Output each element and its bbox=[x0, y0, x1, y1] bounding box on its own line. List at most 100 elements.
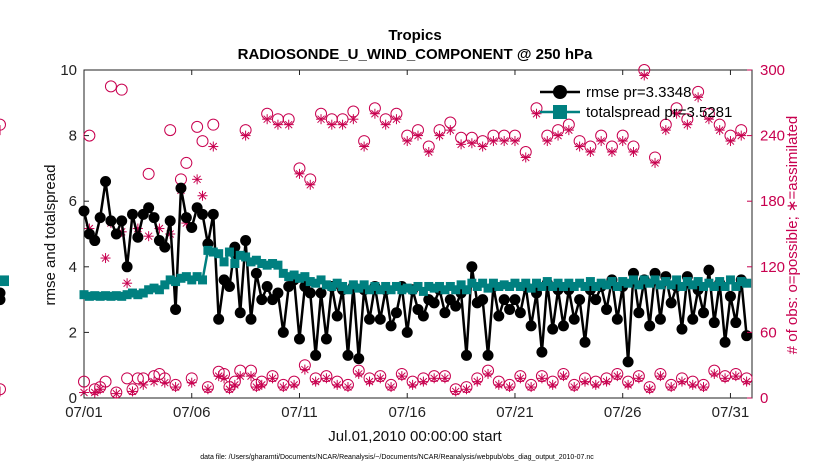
rmse-point bbox=[272, 287, 284, 299]
totalspread-point bbox=[472, 281, 482, 291]
rmse-point bbox=[574, 294, 586, 306]
obs-assimilated-marker bbox=[703, 114, 714, 125]
rmse-point bbox=[557, 320, 569, 332]
totalspread-point bbox=[284, 272, 294, 282]
obs-assimilated-marker bbox=[283, 119, 294, 130]
rmse-point bbox=[320, 333, 332, 345]
y-tick-label: 10 bbox=[60, 62, 77, 79]
obs-assimilated-marker bbox=[499, 136, 510, 147]
rmse-point bbox=[126, 208, 138, 220]
totalspread-point bbox=[602, 280, 612, 290]
obs-assimilated-marker bbox=[526, 382, 537, 393]
obs-assimilated-marker bbox=[687, 379, 698, 390]
totalspread-point bbox=[187, 275, 197, 285]
chart-subtitle: RADIOSONDE_U_WIND_COMPONENT @ 250 hPa bbox=[238, 46, 593, 63]
y2-tick-label: 300 bbox=[760, 62, 785, 79]
totalspread-point bbox=[203, 245, 213, 255]
totalspread-point bbox=[294, 273, 304, 283]
y2-axis-label: # of obs: o=possible; ∗=assimilated bbox=[784, 116, 801, 355]
rmse-point bbox=[175, 182, 187, 194]
rmse-point bbox=[293, 333, 305, 345]
rmse-point bbox=[547, 323, 559, 335]
totalspread-point bbox=[607, 277, 617, 287]
obs-assimilated-marker bbox=[644, 384, 655, 395]
totalspread-point bbox=[542, 277, 552, 287]
legend: rmse pr=3.3348 totalspread pr=3.5281 bbox=[540, 84, 732, 121]
totalspread-point bbox=[558, 281, 568, 291]
obs-assimilated-marker bbox=[693, 92, 704, 103]
totalspread-point bbox=[386, 285, 396, 295]
rmse-point bbox=[698, 307, 710, 319]
rmse-point bbox=[401, 326, 413, 338]
totalspread-point bbox=[111, 291, 121, 301]
rmse-point bbox=[110, 228, 122, 240]
rmse-point bbox=[207, 208, 219, 220]
y-tick-label: 4 bbox=[69, 259, 77, 276]
totalspread-point bbox=[715, 277, 725, 287]
rmse-point bbox=[100, 176, 112, 188]
obs-assimilated-marker bbox=[450, 386, 461, 397]
totalspread-point bbox=[122, 290, 132, 300]
obs-assimilated-marker bbox=[256, 379, 267, 390]
rmse-point bbox=[611, 313, 623, 325]
totalspread-point bbox=[176, 273, 186, 283]
y2-tick-label: 120 bbox=[760, 259, 785, 276]
totalspread-point bbox=[391, 281, 401, 291]
obs-assimilated-marker bbox=[332, 379, 343, 390]
footer-datafile: data file: /Users/gharamti/Documents/NCA… bbox=[200, 454, 594, 461]
totalspread-point bbox=[79, 290, 89, 300]
obs-assimilated-marker bbox=[461, 384, 472, 395]
totalspread-point bbox=[628, 275, 638, 285]
y-tick-label: 2 bbox=[69, 324, 77, 341]
totalspread-point bbox=[246, 257, 256, 267]
totalspread-point bbox=[720, 281, 730, 291]
obs-assimilated-marker bbox=[580, 376, 590, 387]
obs-possible-marker bbox=[83, 129, 96, 142]
totalspread-point bbox=[117, 291, 127, 301]
obs-assimilated-marker bbox=[585, 147, 596, 157]
obs-assimilated-marker bbox=[531, 108, 542, 119]
totalspread-point bbox=[214, 249, 224, 259]
obs-assimilated-marker bbox=[386, 382, 397, 393]
rmse-point bbox=[466, 261, 478, 273]
totalspread-point bbox=[494, 281, 504, 291]
totalspread-point bbox=[510, 278, 520, 288]
totalspread-point bbox=[645, 278, 655, 288]
rmse-point bbox=[536, 346, 548, 358]
obs-assimilated-marker bbox=[396, 371, 407, 382]
totalspread-point bbox=[526, 283, 536, 293]
totalspread-point bbox=[0, 275, 9, 285]
totalspread-point bbox=[138, 288, 148, 298]
rmse-point bbox=[509, 294, 521, 306]
chart-title: Tropics bbox=[388, 27, 441, 44]
totalspread-point bbox=[623, 278, 633, 288]
totalspread-point bbox=[343, 285, 353, 295]
totalspread-point bbox=[699, 281, 709, 291]
obs-assimilated-marker bbox=[666, 382, 677, 393]
rmse-point bbox=[477, 294, 489, 306]
obs-assimilated-marker bbox=[380, 119, 391, 130]
obs-assimilated-marker bbox=[553, 130, 564, 141]
obs-assimilated-marker bbox=[100, 253, 111, 264]
obs-possible-marker bbox=[207, 118, 220, 131]
obs-assimilated-marker bbox=[547, 379, 558, 390]
totalspread-point bbox=[580, 281, 590, 291]
legend-spread-label: totalspread pr=3.5281 bbox=[586, 104, 732, 121]
totalspread-point bbox=[235, 250, 245, 260]
obs-assimilated-marker bbox=[720, 373, 731, 384]
rmse-point bbox=[622, 356, 634, 368]
obs-possible-marker bbox=[0, 118, 6, 131]
obs-assimilated-marker bbox=[606, 147, 617, 157]
totalspread-point bbox=[127, 288, 137, 298]
totalspread-point bbox=[316, 275, 326, 285]
rmse-point bbox=[428, 297, 440, 309]
rmse-point bbox=[331, 310, 343, 322]
rmse-point bbox=[568, 313, 580, 325]
obs-assimilated-marker bbox=[423, 147, 434, 157]
x-tick-label: 07/31 bbox=[712, 404, 750, 421]
series-layer bbox=[0, 176, 753, 368]
obs-assimilated-marker bbox=[488, 136, 499, 147]
totalspread-point bbox=[273, 260, 283, 270]
x-tick-label: 07/21 bbox=[496, 404, 534, 421]
rmse-line bbox=[82, 181, 748, 363]
